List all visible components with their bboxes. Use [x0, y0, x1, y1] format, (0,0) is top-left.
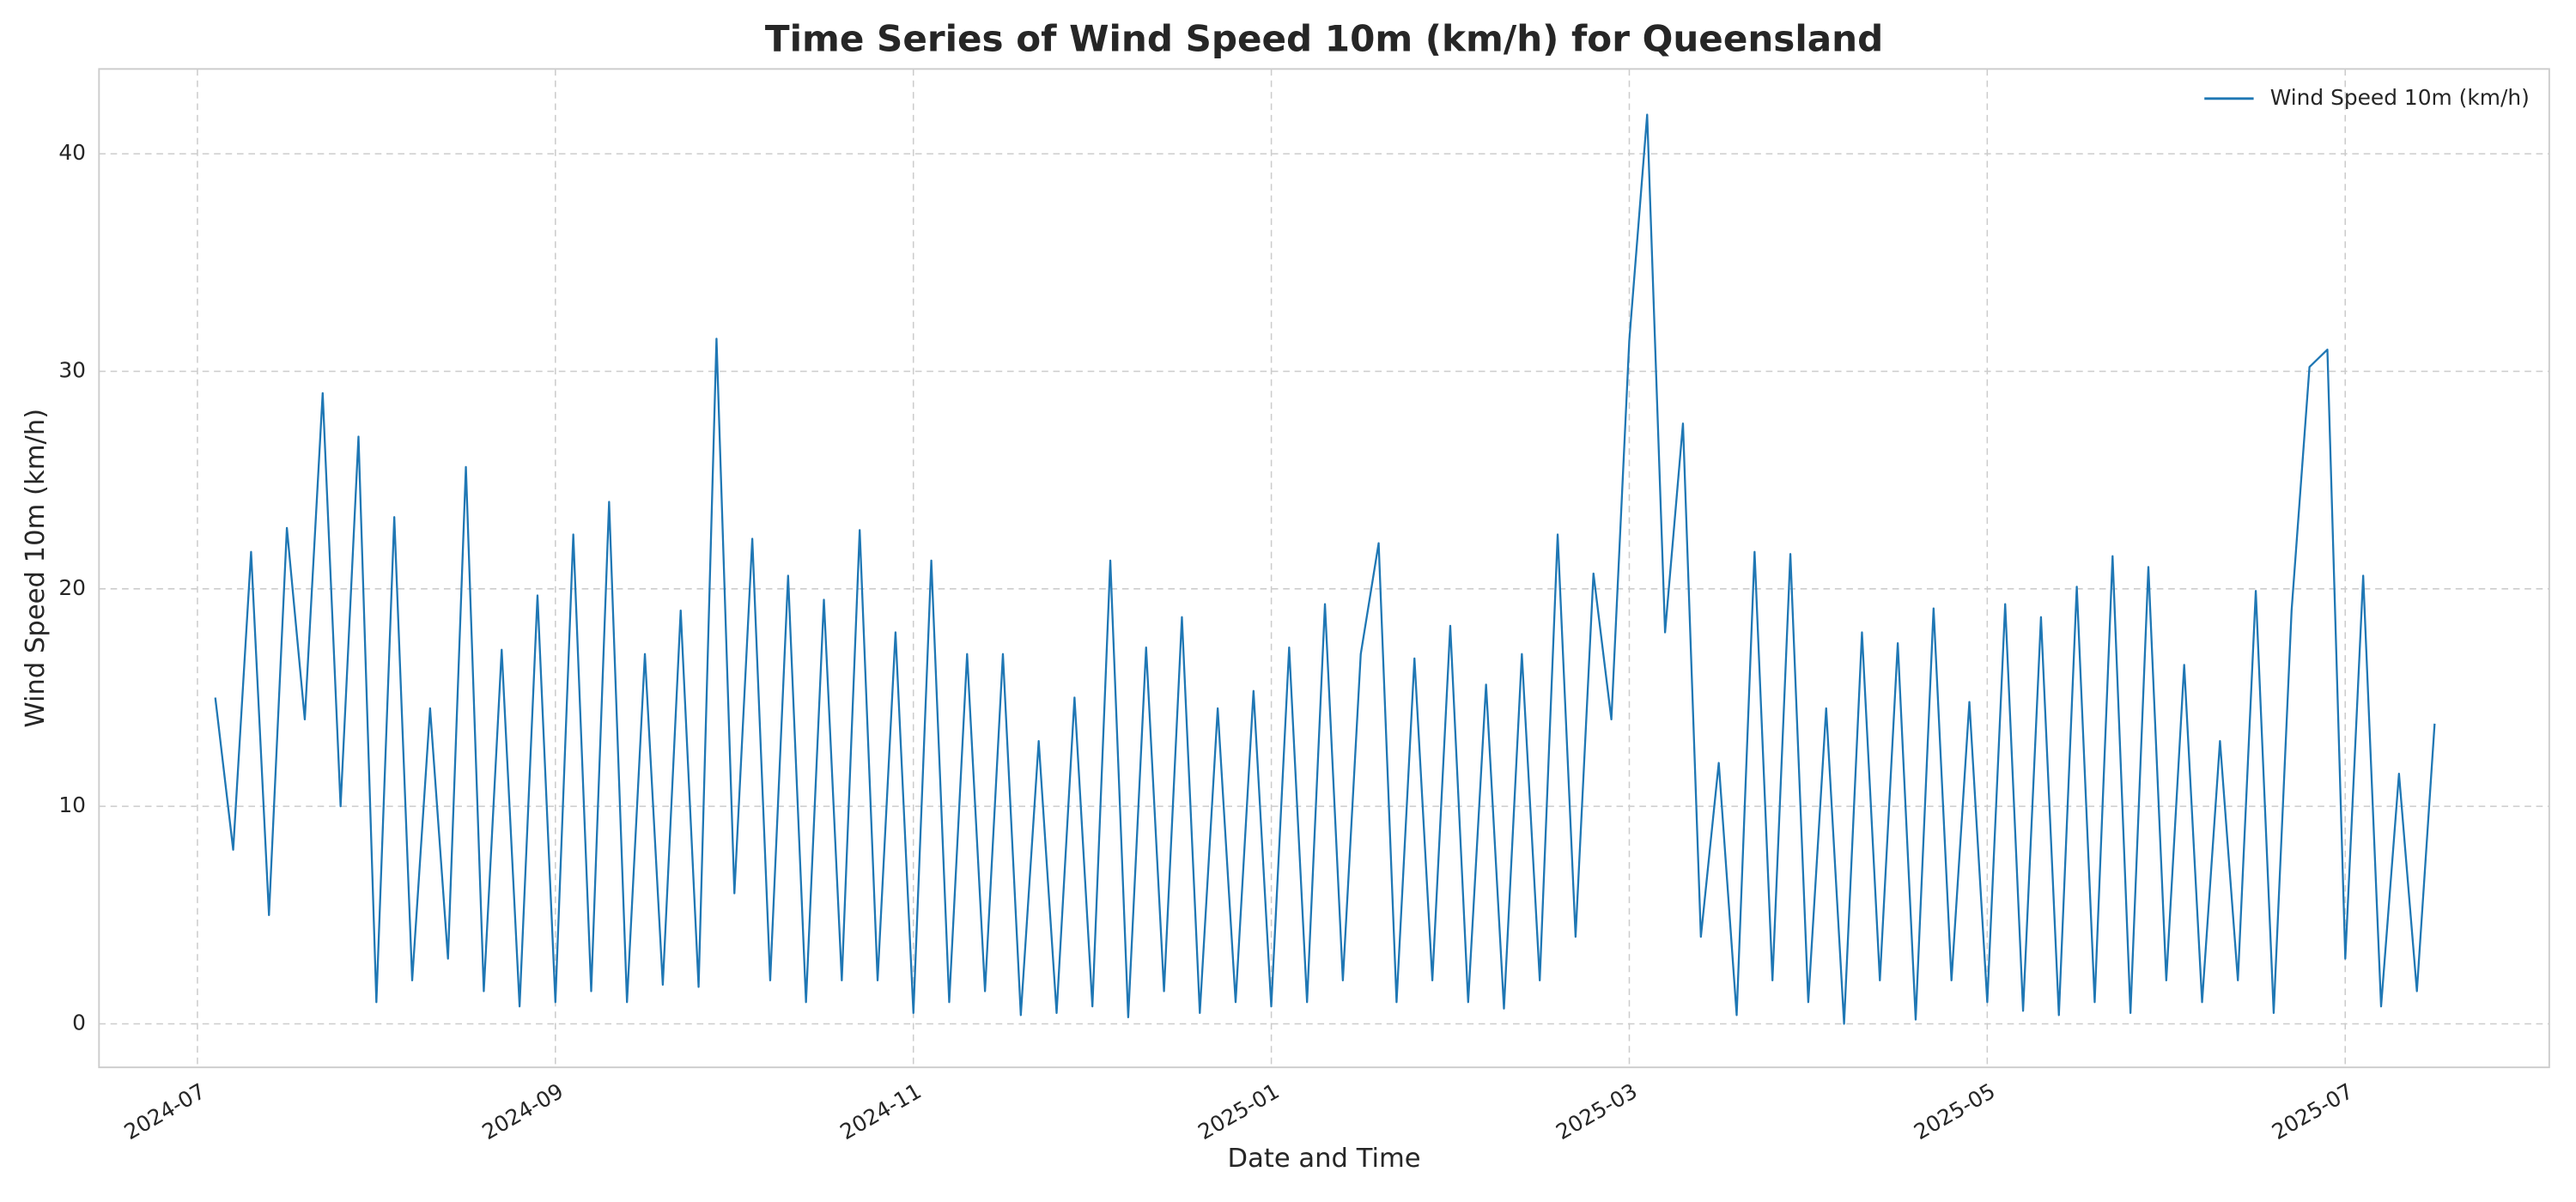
data-line — [214, 113, 2436, 1025]
x-tick-label: 2025-01 — [1194, 1078, 1283, 1144]
x-tick-label: 2024-07 — [120, 1078, 210, 1144]
y-tick-label: 20 — [58, 575, 86, 600]
chart-title: Time Series of Wind Speed 10m (km/h) for… — [765, 17, 1883, 59]
y-tick-label: 10 — [58, 792, 86, 817]
y-axis-label: Wind Speed 10m (km/h) — [21, 409, 51, 728]
x-tick-label: 2024-09 — [478, 1078, 568, 1144]
x-tick-label: 2025-07 — [2268, 1078, 2357, 1144]
y-tick-label: 0 — [72, 1011, 86, 1035]
legend-label: Wind Speed 10m (km/h) — [2270, 85, 2530, 110]
x-tick-label: 2024-11 — [835, 1078, 925, 1144]
x-tick-label: 2025-03 — [1552, 1078, 1641, 1144]
x-axis-label: Date and Time — [1228, 1144, 1421, 1174]
y-tick-label: 30 — [58, 357, 86, 382]
x-tick-label: 2025-05 — [1910, 1078, 1999, 1144]
y-tick-label: 40 — [58, 140, 86, 165]
plot-frame — [98, 68, 2550, 1069]
